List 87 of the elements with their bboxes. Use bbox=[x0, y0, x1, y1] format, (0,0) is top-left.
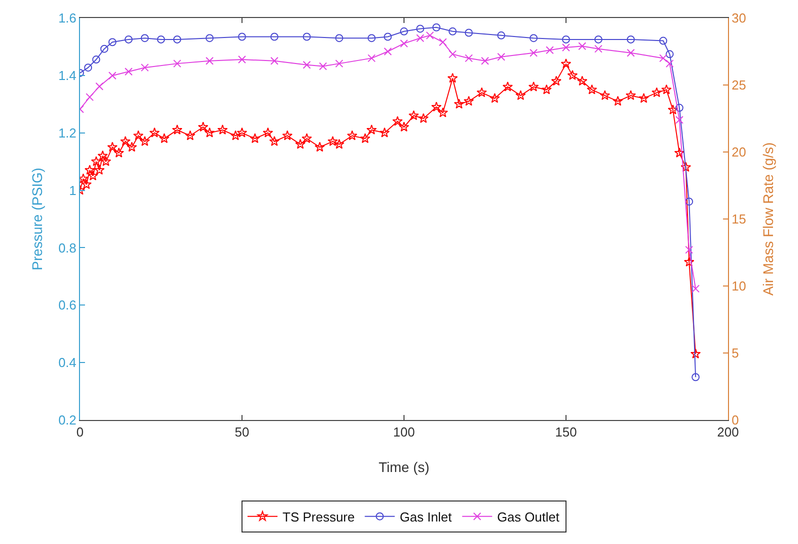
point bbox=[448, 50, 457, 58]
point bbox=[659, 54, 668, 62]
y-tick-label: 0.6 bbox=[58, 298, 76, 313]
y2-tick-label: 25 bbox=[732, 78, 746, 93]
point bbox=[238, 56, 246, 64]
y-tick-label: 1.6 bbox=[58, 10, 76, 26]
point bbox=[481, 56, 489, 65]
point bbox=[335, 34, 344, 42]
point bbox=[124, 68, 133, 76]
point bbox=[302, 32, 311, 41]
point bbox=[659, 36, 668, 45]
point bbox=[400, 39, 408, 48]
point bbox=[685, 198, 694, 206]
point bbox=[594, 35, 602, 44]
point bbox=[675, 116, 684, 124]
y-tick-label: 0.8 bbox=[58, 240, 76, 256]
y2-tick-label: 15 bbox=[732, 212, 746, 227]
point bbox=[302, 60, 311, 69]
point bbox=[578, 42, 586, 50]
point bbox=[546, 46, 554, 54]
point bbox=[84, 64, 92, 72]
point bbox=[432, 23, 440, 32]
x-tick-label: 150 bbox=[555, 424, 577, 440]
point bbox=[173, 35, 182, 44]
point bbox=[384, 32, 392, 41]
y-tick-label: 0.4 bbox=[58, 355, 76, 370]
point bbox=[400, 27, 408, 36]
point bbox=[157, 35, 165, 44]
x-tick-label: 50 bbox=[234, 424, 250, 440]
point bbox=[692, 284, 700, 293]
y-tick-label: 1.2 bbox=[58, 125, 76, 140]
point bbox=[206, 56, 214, 65]
point bbox=[562, 43, 570, 52]
point bbox=[319, 62, 327, 70]
y2-tick-label: 20 bbox=[732, 144, 746, 160]
y-axis-title: Pressure (PSIG) bbox=[29, 168, 45, 270]
point bbox=[448, 27, 457, 36]
y-tick-label: 1.4 bbox=[58, 68, 76, 83]
y2-axis-title: Air Mass Flow Rate (g/s) bbox=[760, 142, 776, 296]
point bbox=[108, 72, 116, 80]
point bbox=[335, 60, 344, 68]
y2-tick-label: 30 bbox=[732, 10, 746, 26]
point bbox=[666, 60, 674, 68]
point bbox=[497, 31, 506, 40]
y-tick-label: 0.2 bbox=[58, 412, 76, 428]
point bbox=[368, 54, 376, 62]
point bbox=[530, 48, 538, 57]
point bbox=[426, 31, 434, 40]
x-tick-label: 100 bbox=[393, 424, 415, 440]
point bbox=[675, 104, 684, 112]
x-tick-label: 0 bbox=[76, 424, 84, 440]
point bbox=[140, 64, 149, 72]
point bbox=[666, 50, 674, 58]
point bbox=[685, 246, 694, 254]
point bbox=[108, 38, 116, 46]
point bbox=[416, 34, 424, 42]
point bbox=[594, 44, 602, 53]
y2-tick-label: 5 bbox=[732, 346, 739, 361]
point bbox=[173, 60, 182, 68]
point bbox=[416, 24, 424, 33]
point bbox=[92, 56, 100, 64]
point bbox=[464, 54, 473, 62]
legend-label: Gas Inlet bbox=[400, 509, 452, 524]
point bbox=[464, 28, 473, 37]
point bbox=[270, 32, 278, 41]
point bbox=[95, 82, 104, 90]
point bbox=[270, 56, 278, 65]
point bbox=[438, 38, 447, 46]
point bbox=[124, 35, 133, 44]
point bbox=[692, 373, 700, 382]
point bbox=[384, 48, 392, 56]
point bbox=[140, 34, 149, 42]
point bbox=[238, 32, 246, 41]
point bbox=[368, 34, 376, 42]
point bbox=[530, 34, 538, 42]
y2-tick-label: 10 bbox=[732, 278, 746, 294]
y-tick-label: 1 bbox=[69, 182, 76, 198]
point bbox=[562, 35, 570, 44]
point bbox=[626, 35, 635, 44]
point bbox=[626, 48, 635, 57]
legend-label: TS Pressure bbox=[282, 509, 355, 524]
point bbox=[86, 93, 94, 102]
legend-label: Gas Outlet bbox=[497, 509, 560, 524]
x-axis-title: Time (s) bbox=[378, 459, 430, 475]
point bbox=[206, 34, 214, 42]
point bbox=[100, 44, 108, 53]
point bbox=[497, 52, 506, 61]
